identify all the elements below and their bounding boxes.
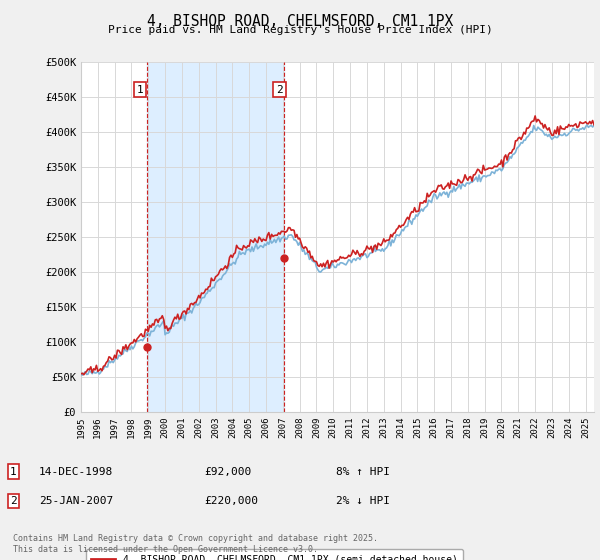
Text: Contains HM Land Registry data © Crown copyright and database right 2025.
This d: Contains HM Land Registry data © Crown c… [13,534,378,554]
Text: 2: 2 [10,496,17,506]
Text: 8% ↑ HPI: 8% ↑ HPI [336,466,390,477]
Text: 14-DEC-1998: 14-DEC-1998 [39,466,113,477]
Text: £92,000: £92,000 [204,466,251,477]
Text: 25-JAN-2007: 25-JAN-2007 [39,496,113,506]
Text: 1: 1 [136,85,143,95]
Text: Price paid vs. HM Land Registry's House Price Index (HPI): Price paid vs. HM Land Registry's House … [107,25,493,35]
Text: 4, BISHOP ROAD, CHELMSFORD, CM1 1PX: 4, BISHOP ROAD, CHELMSFORD, CM1 1PX [147,14,453,29]
Text: 2: 2 [276,85,283,95]
Legend: 4, BISHOP ROAD, CHELMSFORD, CM1 1PX (semi-detached house), HPI: Average price, s: 4, BISHOP ROAD, CHELMSFORD, CM1 1PX (sem… [86,549,463,560]
Bar [148,62,284,412]
Text: 1: 1 [10,466,17,477]
Text: 2% ↓ HPI: 2% ↓ HPI [336,496,390,506]
Text: £220,000: £220,000 [204,496,258,506]
